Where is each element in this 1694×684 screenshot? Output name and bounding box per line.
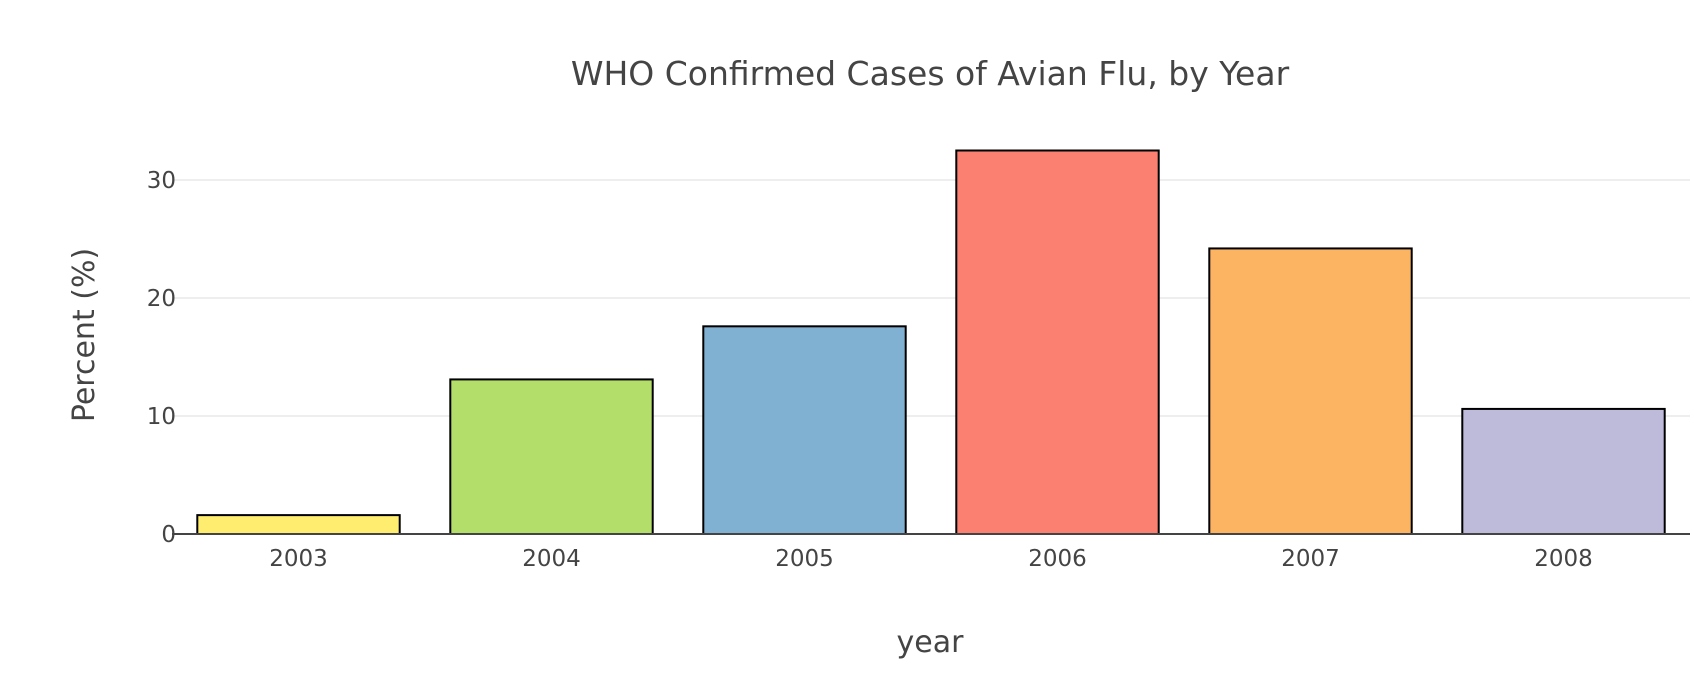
y-tick-label: 0	[161, 522, 176, 548]
x-tick-labels: 2003 2004 2005 2006 2007 2008	[269, 546, 1593, 572]
gridlines	[172, 179, 1690, 417]
bar-2008[interactable]	[1461, 407, 1666, 536]
bar-2007[interactable]	[1208, 247, 1413, 535]
x-tick-label: 2008	[1534, 546, 1593, 572]
bar-2005[interactable]	[702, 325, 907, 535]
bar-2004[interactable]	[449, 378, 654, 536]
bars	[196, 149, 1666, 536]
bar-2006[interactable]	[955, 149, 1160, 535]
x-axis-title: year	[897, 625, 965, 660]
bar-2003[interactable]	[196, 514, 401, 535]
x-tick-label: 2003	[269, 546, 328, 572]
y-axis-title: Percent (%)	[67, 248, 102, 422]
x-tick-label: 2007	[1281, 546, 1340, 572]
x-tick-label: 2004	[522, 546, 581, 572]
y-tick-label: 20	[147, 286, 176, 312]
x-tick-label: 2005	[775, 546, 834, 572]
x-tick-label: 2006	[1028, 546, 1087, 572]
chart-title: WHO Confirmed Cases of Avian Flu, by Yea…	[571, 54, 1290, 93]
y-tick-label: 30	[147, 168, 176, 194]
y-tick-label: 10	[147, 404, 176, 430]
y-tick-labels: 0 10 20 30	[147, 168, 176, 548]
